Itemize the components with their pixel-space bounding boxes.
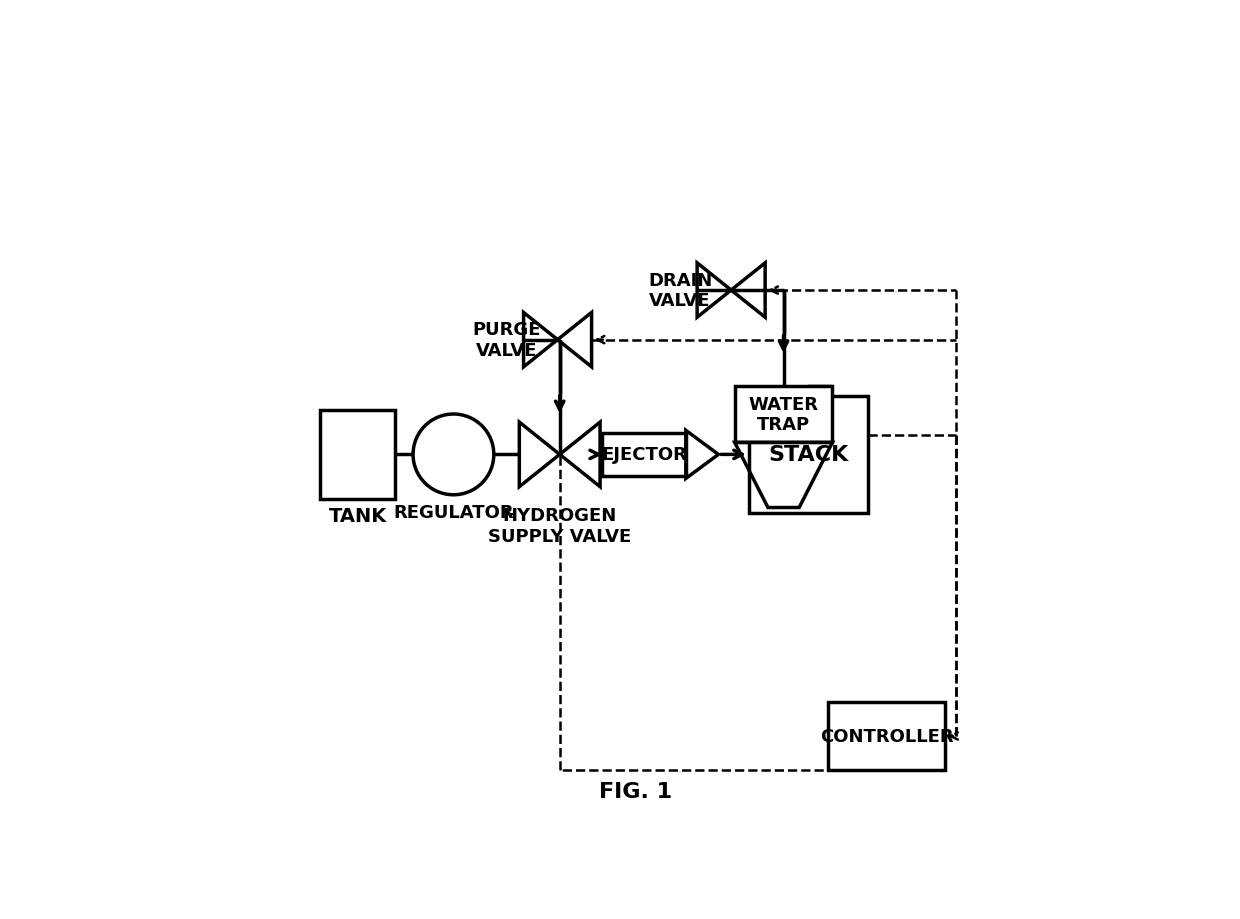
Text: FIG. 1: FIG. 1 bbox=[599, 781, 672, 801]
Text: EJECTOR: EJECTOR bbox=[601, 446, 687, 464]
Text: DRAIN
VALVE: DRAIN VALVE bbox=[649, 271, 712, 310]
Bar bbox=[734, 386, 832, 443]
Text: PURGE
VALVE: PURGE VALVE bbox=[472, 321, 541, 359]
Text: STACK: STACK bbox=[769, 445, 848, 465]
Text: WATER
TRAP: WATER TRAP bbox=[749, 395, 818, 434]
Bar bbox=[828, 702, 945, 770]
Text: REGULATOR: REGULATOR bbox=[393, 504, 513, 522]
Bar bbox=[603, 434, 686, 476]
Text: HYDROGEN
SUPPLY VALVE: HYDROGEN SUPPLY VALVE bbox=[489, 506, 631, 545]
Bar bbox=[320, 411, 394, 499]
Text: TANK: TANK bbox=[329, 506, 387, 526]
Text: CONTROLLER: CONTROLLER bbox=[820, 728, 954, 745]
Bar bbox=[749, 397, 868, 514]
